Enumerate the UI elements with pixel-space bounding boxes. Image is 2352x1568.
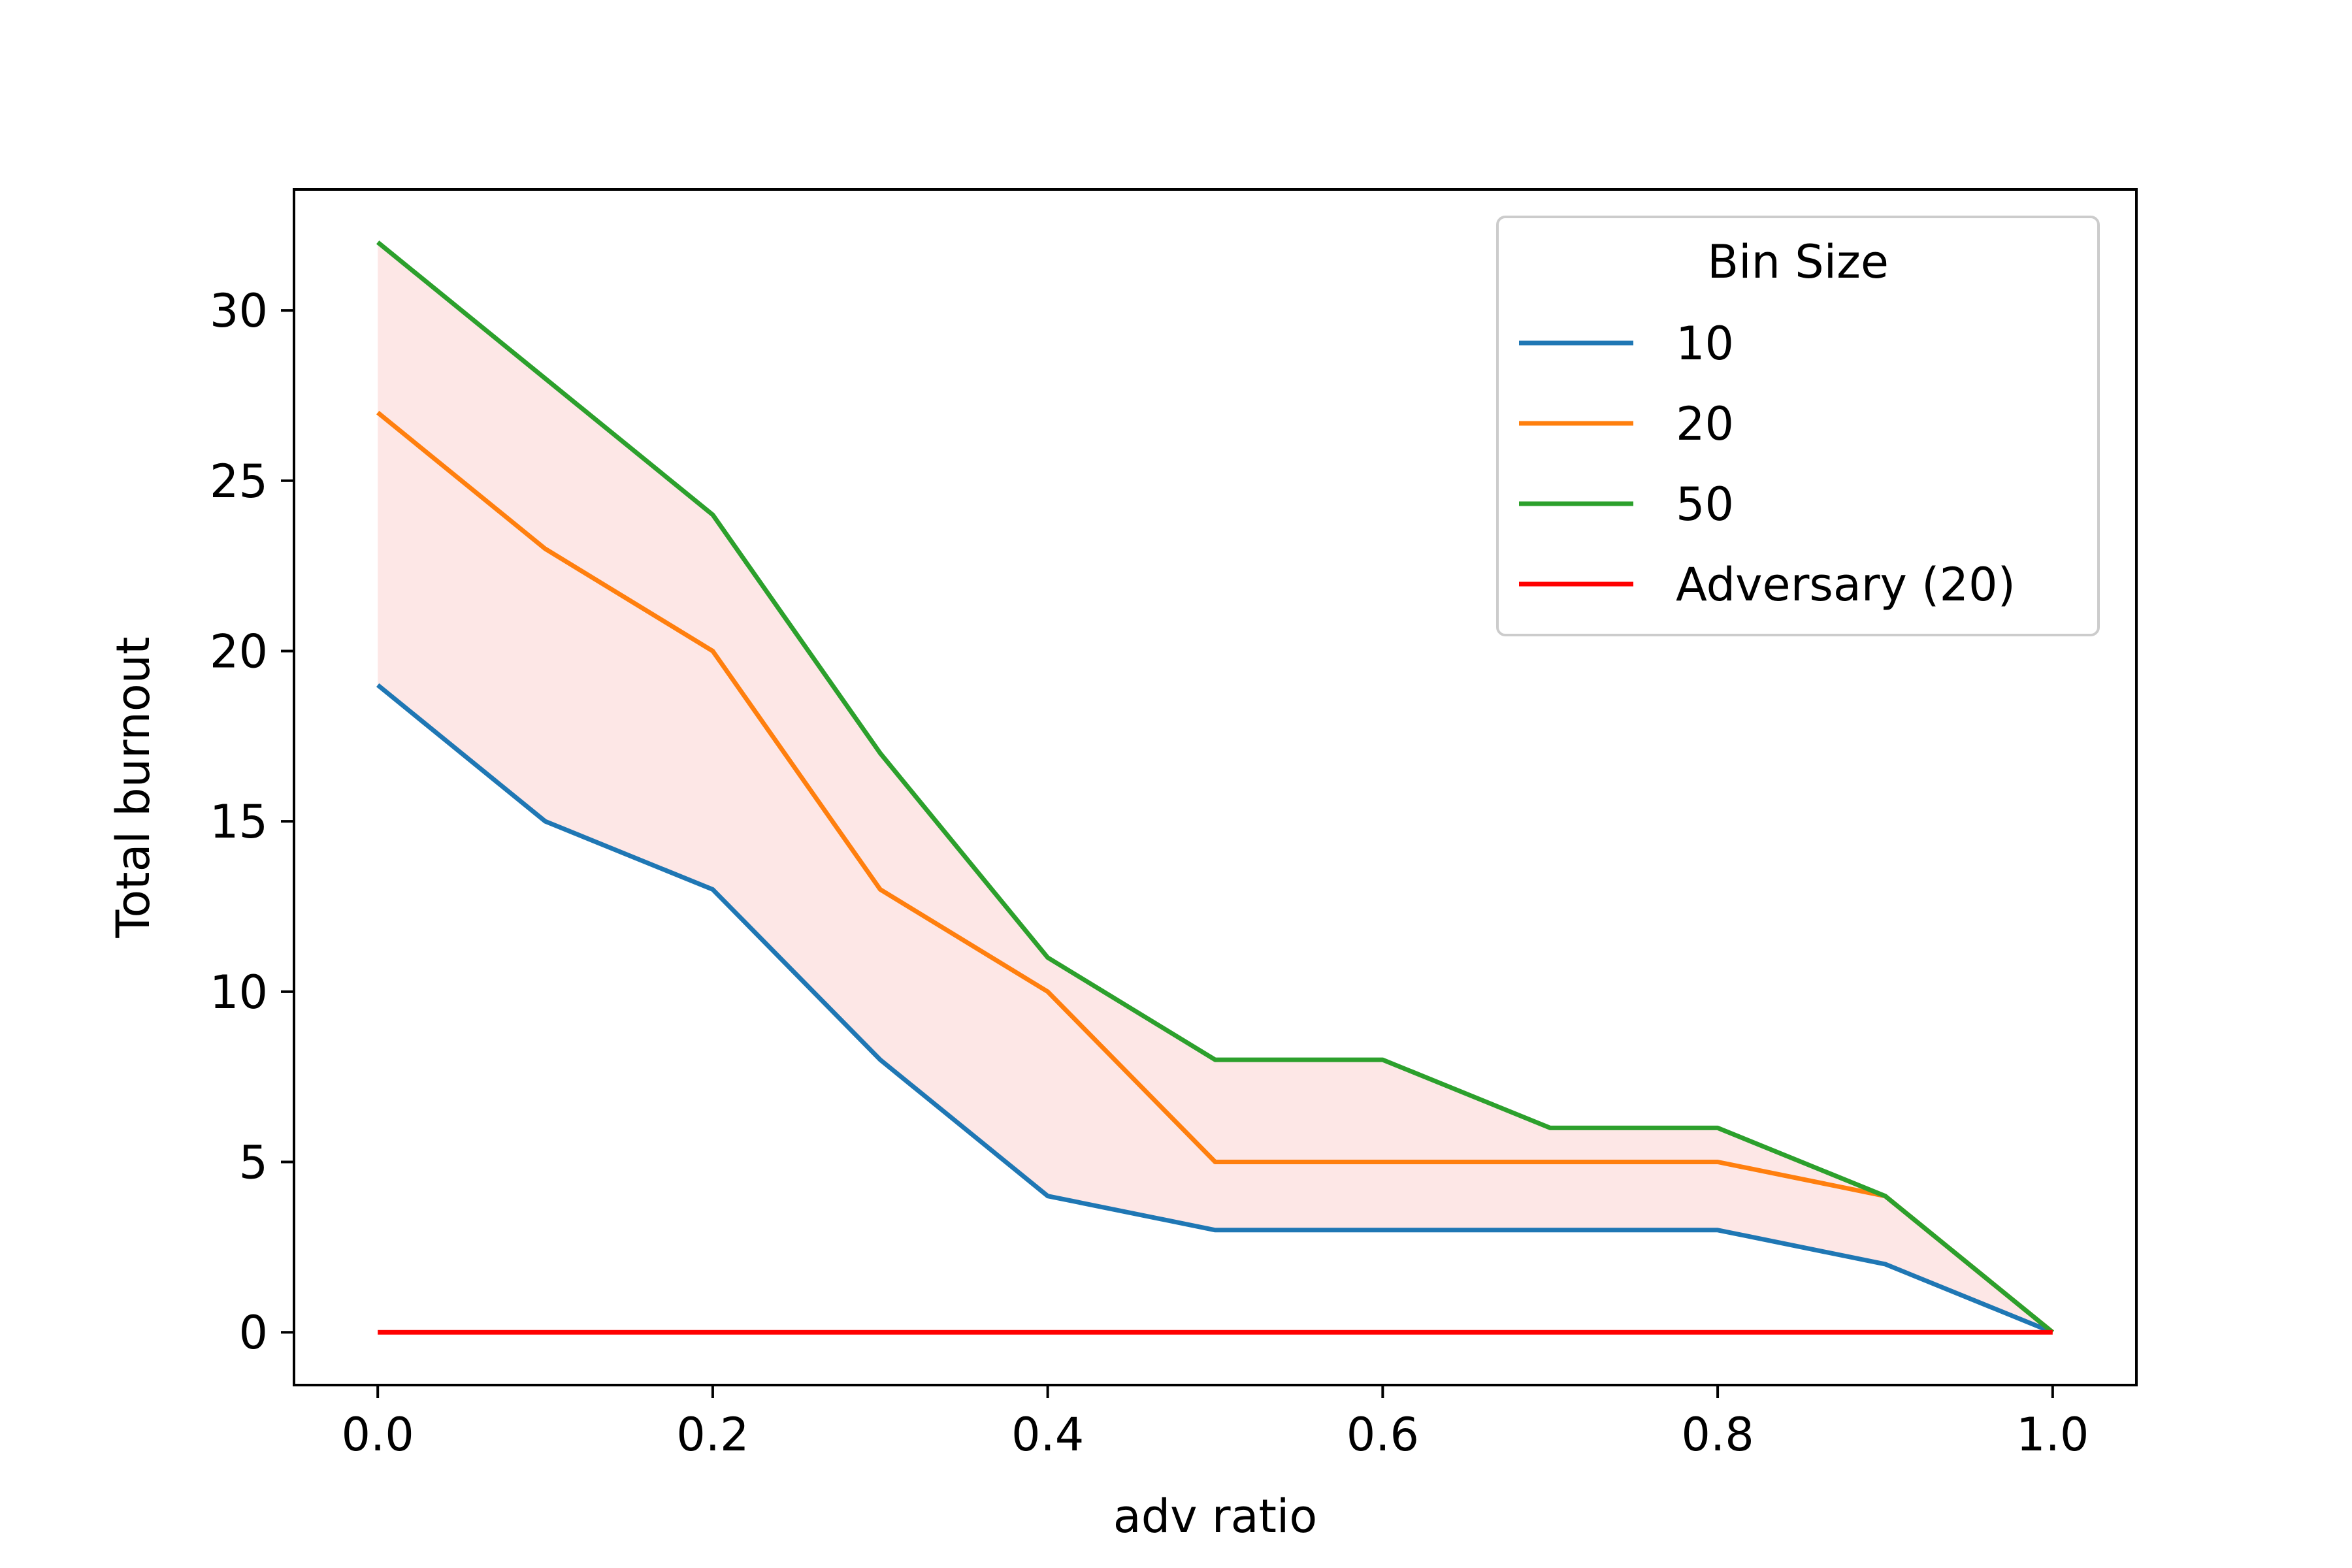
- y-tick-label: 5: [238, 1136, 268, 1190]
- x-tick-label: 0.0: [342, 1408, 414, 1462]
- y-tick-label: 25: [210, 455, 268, 508]
- x-axis-ticks: 0.0 0.2 0.4 0.6 0.8 1.0: [342, 1385, 2089, 1462]
- series-line-20: [376, 410, 2055, 1334]
- legend-title: Bin Size: [1707, 235, 1889, 289]
- series-line-10: [376, 683, 2054, 1335]
- legend-label-adversary-20: Adversary (20): [1676, 558, 2016, 612]
- legend-label-20: 20: [1676, 397, 1734, 451]
- y-tick-label: 10: [210, 966, 268, 1019]
- legend: Bin Size 10 20 50 Adversary (20): [1496, 216, 2100, 636]
- y-axis-label: Total burnout: [106, 636, 160, 938]
- x-tick-label: 1.0: [2016, 1408, 2089, 1462]
- legend-label-10: 10: [1676, 317, 1734, 370]
- x-tick-label: 0.4: [1011, 1408, 1084, 1462]
- y-tick-label: 0: [238, 1306, 268, 1360]
- shaded-band-layer: [378, 242, 2053, 1333]
- legend-entries: 10 20 50 Adversary (20): [1519, 317, 2016, 612]
- y-tick-label: 15: [210, 795, 268, 849]
- series-line-50: [376, 240, 2055, 1334]
- y-axis-ticks: 0 5 10 15 20 25 30: [210, 284, 294, 1360]
- x-tick-label: 0.2: [676, 1408, 749, 1462]
- y-tick-label: 30: [210, 284, 268, 338]
- y-tick-label: 20: [210, 625, 268, 678]
- series-layer: [376, 240, 2055, 1335]
- shaded-band: [378, 242, 2053, 1333]
- plot-area-frame: [293, 188, 2138, 1386]
- x-tick-label: 0.6: [1347, 1408, 1419, 1462]
- legend-box: [1496, 216, 2100, 636]
- x-axis-label: adv ratio: [1113, 1490, 1317, 1543]
- legend-label-50: 50: [1676, 478, 1734, 531]
- x-tick-label: 0.8: [1681, 1408, 1754, 1462]
